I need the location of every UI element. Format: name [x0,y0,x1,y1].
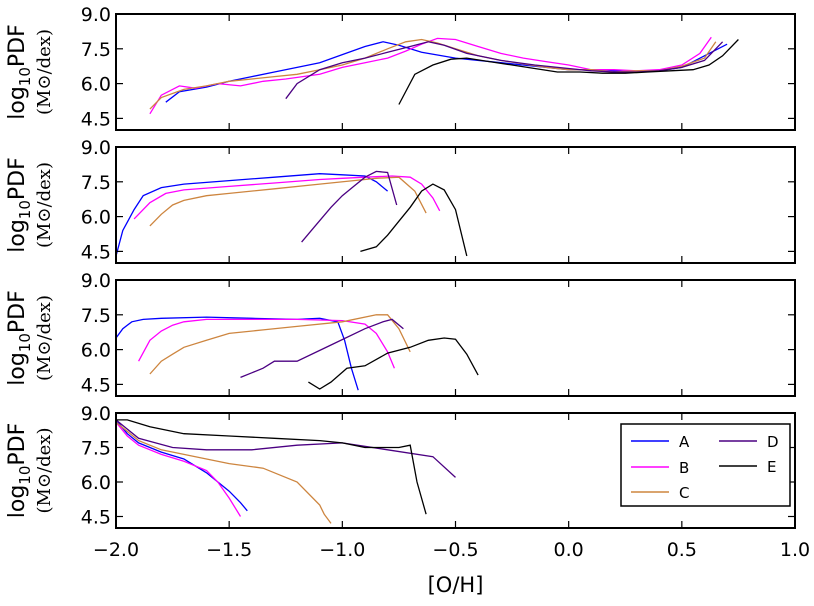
panel-4: 4.5 6.0 7.5 9.0 log10PDF (M⊙/dex) [5,403,796,529]
panel-3-series-E [308,337,479,390]
panel-3-ytick-label: 6.0 [81,340,111,362]
xtick-label: 0.5 [667,539,697,561]
panel-3-ylabel: log10PDF [5,290,34,386]
panel-3-ytick-label: 7.5 [81,305,111,327]
legend: ABC DE [620,423,791,507]
xtick-label: −1.5 [206,539,252,561]
panel-4-ylabel: log10PDF [5,423,34,519]
legend-label-D: D [767,433,779,451]
x-axis-label: [O/H] [428,573,484,597]
legend-label-B: B [679,459,689,477]
panel-2-series-C [149,176,427,227]
panel-4-ytick-label: 7.5 [81,438,111,460]
panel-2-ytick-label: 7.5 [81,172,111,194]
panel-2-frame [115,146,796,264]
xtick-label: −1.0 [319,539,365,561]
panel-1-series-C [149,38,717,110]
panel-2-series-B [133,175,441,220]
panel-3-ytick-label: 9.0 [81,270,111,292]
panel-2-ylabel-units: (M⊙/dex) [34,162,55,248]
panel-3-ytick-label: 4.5 [81,374,111,396]
panel-1-series-E [398,39,739,105]
panel-3-series-B [138,318,395,369]
panel-2-ylabel: log10PDF [5,157,34,253]
xtick-label: 1.0 [780,539,810,561]
panel-4-series-A [116,419,248,512]
panel-3-series-D [240,318,404,379]
panel-3-frame [115,279,796,397]
panel-3-series-C [149,314,411,375]
panel-2: 4.5 6.0 7.5 9.0 log10PDF (M⊙/dex) [5,137,796,264]
panel-1-ytick-label: 4.5 [81,108,111,130]
panel-4-series-C [116,421,332,524]
panel-1-series-B [149,36,712,115]
panel-2-series-E [360,183,468,257]
panel-3: 4.5 6.0 7.5 9.0 log10PDF (M⊙/dex) [5,270,796,397]
legend-label-E: E [767,458,776,476]
panel-2-ytick-label: 4.5 [81,241,111,263]
panel-1-ylabel-units: (M⊙/dex) [34,29,55,115]
xtick-label: −0.5 [432,539,478,561]
panel-3-ylabel-units: (M⊙/dex) [34,295,55,381]
legend-frame [620,423,791,507]
legend-label-A: A [679,433,690,451]
legend-label-C: C [679,484,689,502]
panel-2-series-A [116,173,389,257]
panel-1-ytick-label: 9.0 [81,4,111,26]
panel-2-ytick-label: 6.0 [81,207,111,229]
panel-4-series-B [116,421,242,517]
panel-4-ylabel-units: (M⊙/dex) [34,428,55,514]
panel-1-ytick-label: 6.0 [81,74,111,96]
panel-1-ylabel: log10PDF [5,24,34,120]
panel-4-ytick-label: 6.0 [81,472,111,494]
xtick-label: 0.0 [554,539,584,561]
panel-2-ytick-label: 9.0 [81,137,111,159]
panel-1-frame [115,13,796,131]
panel-2-series-D [301,170,398,243]
panel-1: 4.5 6.0 7.5 9.0 log10PDF (M⊙/dex) [5,4,796,131]
panel-4-ytick-label: 9.0 [81,403,111,425]
xtick-label: −2.0 [93,539,139,561]
panel-1-ytick-label: 7.5 [81,39,111,61]
panel-4-series-D [116,419,456,478]
panel-4-ytick-label: 4.5 [81,507,111,529]
panel-3-series-A [116,316,359,391]
panel-4-series-E [116,419,427,515]
